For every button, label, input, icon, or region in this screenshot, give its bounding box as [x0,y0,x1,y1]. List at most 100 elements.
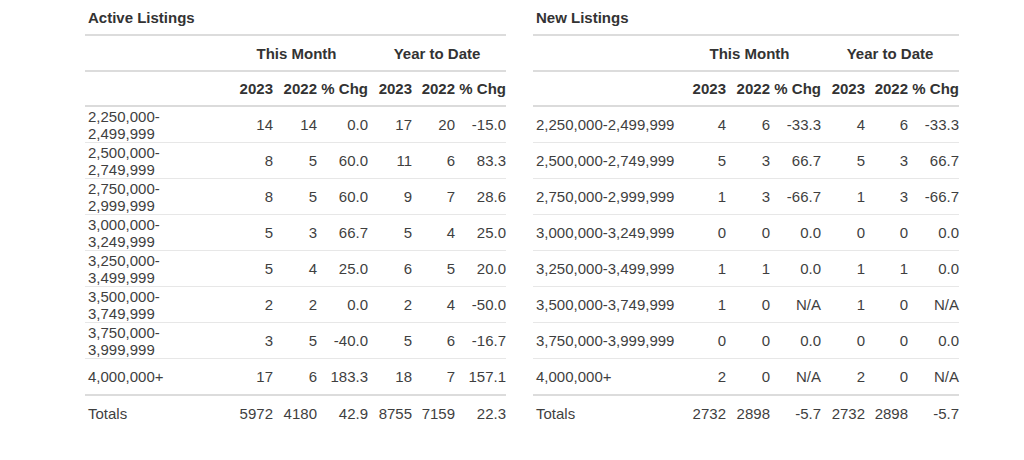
cell-value: 0 [678,215,726,251]
totals-value: 5972 [225,395,273,431]
cell-value: 0 [865,287,908,323]
table-body: 2,250,000-2,499,99914140.01720-15.02,500… [85,106,506,395]
row-label-header [533,71,678,106]
column-header: 2023 [678,71,726,106]
cell-value: 8 [225,179,273,215]
active-listings-table: This Month Year to Date 20232022% Chg202… [85,34,506,431]
cell-value: 0.0 [908,215,959,251]
cell-value: 3 [865,179,908,215]
cell-value: 0.0 [770,323,821,359]
table-row: 3,250,000-3,499,999110.0110.0 [533,251,959,287]
cell-value: 14 [225,106,273,143]
cell-value: 11 [368,143,412,179]
cell-value: -40.0 [317,323,368,359]
cell-value: 3 [865,143,908,179]
price-range-label: 3,000,000-3,249,999 [533,215,678,251]
price-range-label: 2,500,000-2,749,999 [533,143,678,179]
cell-value: 5 [368,215,412,251]
totals-row: Totals5972418042.98755715922.3 [85,395,506,431]
cell-value: 66.7 [908,143,959,179]
cell-value: 20.0 [455,251,506,287]
group-header-spacer [85,35,225,71]
cell-value: 0 [821,323,865,359]
cell-value: 5 [412,251,455,287]
table-row: 2,750,000-2,999,99913-66.713-66.7 [533,179,959,215]
cell-value: 183.3 [317,359,368,396]
cell-value: 83.3 [455,143,506,179]
price-range-label: 4,000,000+ [85,359,225,396]
totals-value: -5.7 [908,395,959,431]
cell-value: 5 [225,215,273,251]
cell-value: -15.0 [455,106,506,143]
cell-value: 5 [273,179,317,215]
price-range-label: 2,250,000-2,499,999 [85,106,225,143]
cell-value: 0 [821,215,865,251]
table-row: 2,250,000-2,499,99946-33.346-33.3 [533,106,959,143]
cell-value: 8 [225,143,273,179]
cell-value: 5 [368,323,412,359]
cell-value: 2 [678,359,726,396]
column-header: 2022 [726,71,770,106]
totals-value: 2898 [865,395,908,431]
column-header: 2022 [412,71,455,106]
cell-value: 0.0 [770,215,821,251]
group-header-row: This Month Year to Date [85,35,506,71]
cell-value: 66.7 [770,143,821,179]
column-header: 2023 [821,71,865,106]
table-row: 3,250,000-3,499,9995425.06520.0 [85,251,506,287]
group-header-this-month: This Month [225,35,368,71]
price-range-label: 3,500,000-3,749,999 [85,287,225,323]
cell-value: 6 [865,106,908,143]
cell-value: -66.7 [908,179,959,215]
column-header-row: 20232022% Chg20232022% Chg [85,71,506,106]
cell-value: 6 [368,251,412,287]
cell-value: 14 [273,106,317,143]
totals-value: 2732 [678,395,726,431]
cell-value: N/A [770,287,821,323]
cell-value: 2 [368,287,412,323]
cell-value: -66.7 [770,179,821,215]
price-range-label: 2,250,000-2,499,999 [533,106,678,143]
new-listings-table: This Month Year to Date 20232022% Chg202… [533,34,959,431]
cell-value: 0 [865,215,908,251]
group-header-this-month: This Month [678,35,821,71]
group-header-row: This Month Year to Date [533,35,959,71]
cell-value: 4 [412,287,455,323]
cell-value: 5 [225,251,273,287]
cell-value: 157.1 [455,359,506,396]
column-header: % Chg [455,71,506,106]
cell-value: 7 [412,179,455,215]
cell-value: 0.0 [317,287,368,323]
cell-value: 17 [225,359,273,396]
table-row: 3,000,000-3,249,999000.0000.0 [533,215,959,251]
cell-value: 4 [273,251,317,287]
cell-value: 1 [678,251,726,287]
active-listings-section: Active Listings This Month Year to Date … [85,8,506,431]
cell-value: 0 [678,323,726,359]
cell-value: 0.0 [317,106,368,143]
table-row: 4,000,000+20N/A20N/A [533,359,959,396]
table-row: 4,000,000+176183.3187157.1 [85,359,506,396]
table-row: 2,250,000-2,499,99914140.01720-15.0 [85,106,506,143]
cell-value: 1 [678,287,726,323]
cell-value: 60.0 [317,179,368,215]
totals-value: -5.7 [770,395,821,431]
price-range-label: 2,750,000-2,999,999 [85,179,225,215]
column-header: % Chg [908,71,959,106]
cell-value: 0 [726,215,770,251]
cell-value: 0 [726,323,770,359]
column-header-row: 20232022% Chg20232022% Chg [533,71,959,106]
cell-value: 6 [412,143,455,179]
column-header: 2022 [865,71,908,106]
column-header: % Chg [770,71,821,106]
group-header-year-to-date: Year to Date [368,35,506,71]
cell-value: 25.0 [455,215,506,251]
cell-value: 5 [273,323,317,359]
totals-label: Totals [533,395,678,431]
cell-value: -50.0 [455,287,506,323]
totals-row: Totals27322898-5.727322898-5.7 [533,395,959,431]
totals-value: 2732 [821,395,865,431]
cell-value: 2 [273,287,317,323]
table-row: 3,750,000-3,999,999000.0000.0 [533,323,959,359]
cell-value: 7 [412,359,455,396]
